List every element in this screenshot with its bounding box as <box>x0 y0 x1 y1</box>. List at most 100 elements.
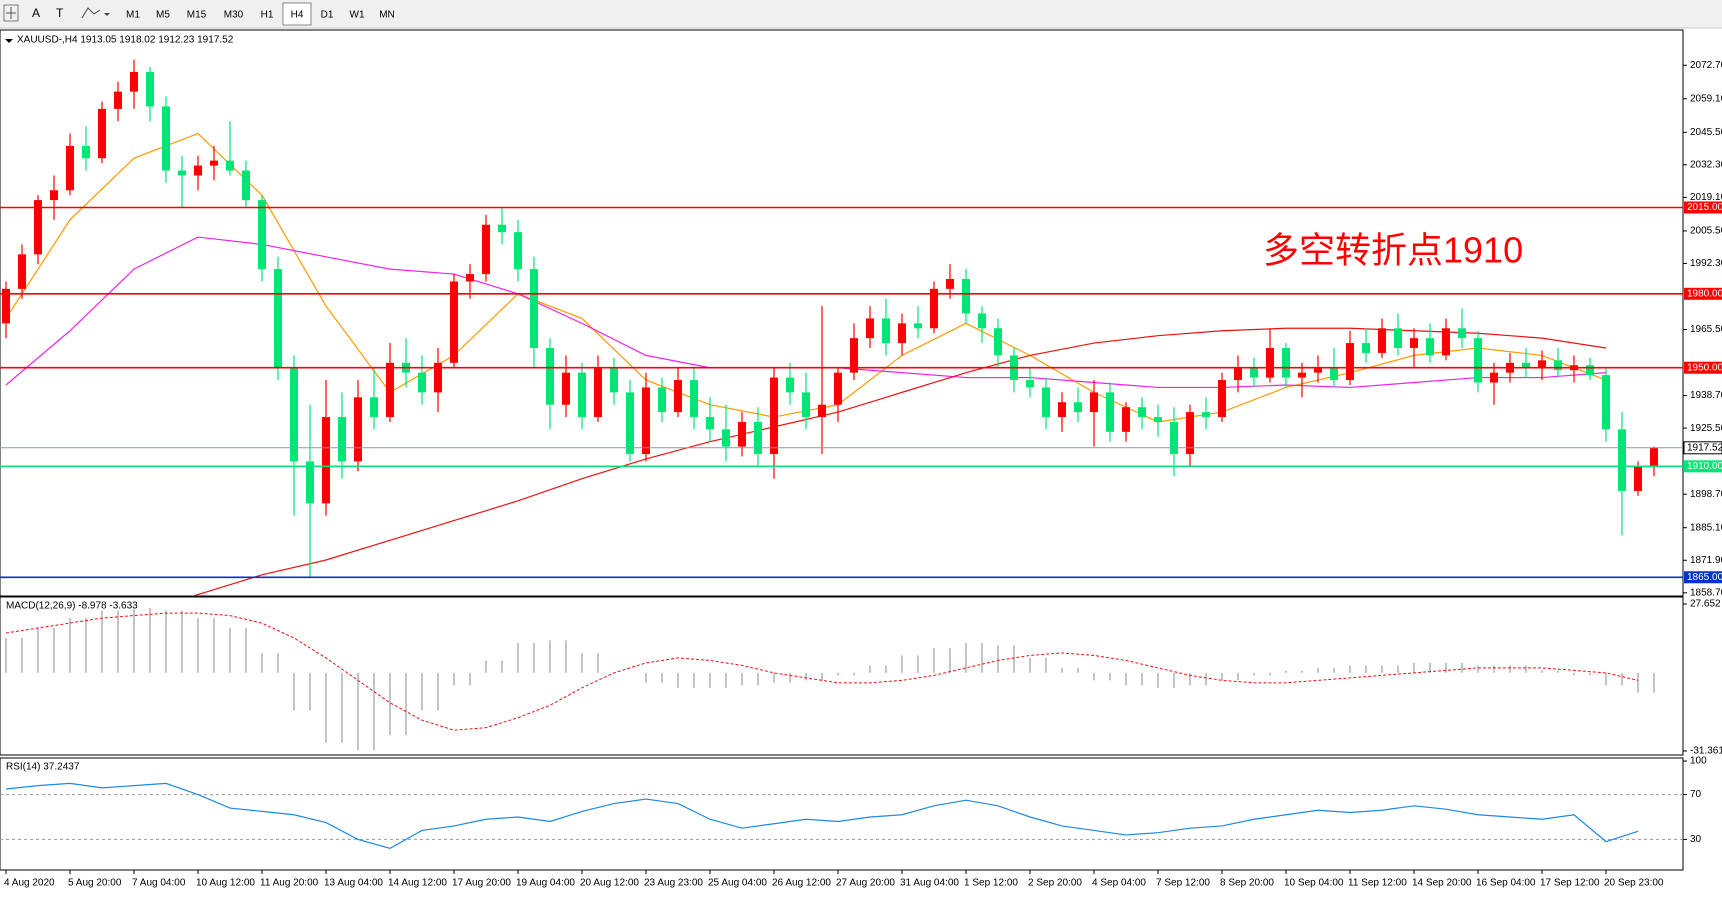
x-tick-label: 2 Sep 20:00 <box>1028 878 1082 889</box>
macd-tick-label: -31.361 <box>1690 746 1722 757</box>
rsi-line <box>5 782 1639 850</box>
candle-body <box>978 313 986 329</box>
y-tick-label: 2019.10 <box>1690 192 1722 203</box>
timeframe-button[interactable]: H4 <box>291 10 304 21</box>
candle-body <box>594 367 602 418</box>
candle-body <box>1090 392 1098 413</box>
candle-body <box>1314 367 1322 373</box>
y-tick-label: 1898.70 <box>1690 489 1722 500</box>
timeframe-button[interactable]: MN <box>379 10 395 21</box>
timeframe-button[interactable]: W1 <box>350 10 365 21</box>
x-tick-label: 19 Aug 04:00 <box>516 878 575 889</box>
collapse-arrow[interactable] <box>5 39 13 43</box>
candle-body <box>1378 328 1386 353</box>
candle-body <box>1426 338 1434 356</box>
level-label-box <box>1684 287 1722 300</box>
macd-title: MACD(12,26,9) -8.978 -3.633 <box>6 601 138 612</box>
y-tick-label: 2032.30 <box>1690 159 1722 170</box>
x-tick-label: 17 Sep 12:00 <box>1540 878 1600 889</box>
tool-button[interactable]: T <box>56 6 64 20</box>
crosshair-icon[interactable] <box>3 4 19 22</box>
candle-body <box>322 417 330 504</box>
timeframe-button[interactable]: M5 <box>156 10 170 21</box>
rsi-tick-label: 100 <box>1690 756 1707 767</box>
level-label: 1865.00 <box>1687 572 1722 583</box>
candle-body <box>50 190 58 201</box>
candle-body <box>946 278 954 289</box>
x-tick-label: 10 Sep 04:00 <box>1284 878 1344 889</box>
macd-frame <box>0 596 1684 756</box>
candle-body <box>370 397 378 418</box>
x-tick-label: 10 Aug 12:00 <box>196 878 255 889</box>
candle-body <box>674 380 682 413</box>
candle-body <box>1490 372 1498 383</box>
candle-body <box>610 367 618 393</box>
candle-body <box>1602 375 1610 430</box>
candle-body <box>1618 429 1626 491</box>
candle-body <box>418 372 426 393</box>
candle-body <box>658 387 666 413</box>
candle-body <box>1234 367 1242 381</box>
candle-body <box>1458 328 1466 339</box>
timeframe-button[interactable]: M1 <box>126 10 140 21</box>
candle-body <box>898 323 906 344</box>
rsi-tick-label: 70 <box>1690 789 1702 800</box>
x-tick-label: 16 Sep 04:00 <box>1476 878 1536 889</box>
candle-body <box>1266 348 1274 378</box>
candle-body <box>722 429 730 447</box>
candle-body <box>1474 338 1482 383</box>
x-tick-label: 11 Aug 20:00 <box>260 878 319 889</box>
candle-body <box>290 367 298 462</box>
candle-body <box>338 417 346 462</box>
macd-tick-label: 27.652 <box>1690 599 1721 610</box>
candle-body <box>562 372 570 405</box>
layer <box>2 59 1658 596</box>
candle-body <box>498 224 506 233</box>
y-tick-label: 2045.50 <box>1690 127 1722 138</box>
timeframe-button[interactable]: M15 <box>187 10 207 21</box>
candle-body <box>178 170 186 176</box>
x-tick-label: 25 Aug 04:00 <box>708 878 767 889</box>
candle-body <box>994 328 1002 356</box>
candle-body <box>578 372 586 418</box>
level-label-box <box>1684 201 1722 214</box>
candle-body <box>1058 402 1066 418</box>
x-tick-label: 4 Aug 2020 <box>4 878 55 889</box>
timeframe-button[interactable]: H1 <box>261 10 274 21</box>
candle-body <box>466 274 474 282</box>
y-tick-label: 2059.10 <box>1690 93 1722 104</box>
shapes-icon[interactable] <box>81 7 101 19</box>
current-price-label: 1917.52 <box>1687 442 1722 453</box>
candle-body <box>1106 392 1114 432</box>
timeframe-button[interactable]: M30 <box>224 10 244 21</box>
candle-body <box>834 372 842 405</box>
level-label: 1910.00 <box>1687 461 1722 472</box>
candle-body <box>514 232 522 270</box>
candle-body <box>1218 380 1226 418</box>
tool-button[interactable]: A <box>32 6 40 20</box>
level-label: 1950.00 <box>1687 362 1722 373</box>
x-tick-label: 17 Aug 20:00 <box>452 878 511 889</box>
layer <box>0 782 1683 850</box>
current-price-box <box>1683 441 1722 455</box>
candle-body <box>1410 338 1418 349</box>
x-tick-label: 23 Aug 23:00 <box>644 878 703 889</box>
y-tick-label: 1965.50 <box>1690 324 1722 335</box>
candle-body <box>1650 447 1658 467</box>
candle-body <box>1346 343 1354 381</box>
x-tick-label: 4 Sep 04:00 <box>1092 878 1146 889</box>
candle-body <box>114 91 122 109</box>
y-tick-label: 1992.30 <box>1690 258 1722 269</box>
candle-body <box>1362 343 1370 353</box>
macd-signal <box>5 612 1639 731</box>
candle-body <box>130 71 138 92</box>
candle-body <box>850 338 858 373</box>
level-label: 1980.00 <box>1687 288 1722 299</box>
candle-body <box>434 362 442 393</box>
dropdown-arrow[interactable] <box>104 13 110 16</box>
candle-body <box>1170 421 1178 455</box>
y-tick-label: 2005.50 <box>1690 226 1722 237</box>
timeframe-button[interactable]: D1 <box>321 10 334 21</box>
